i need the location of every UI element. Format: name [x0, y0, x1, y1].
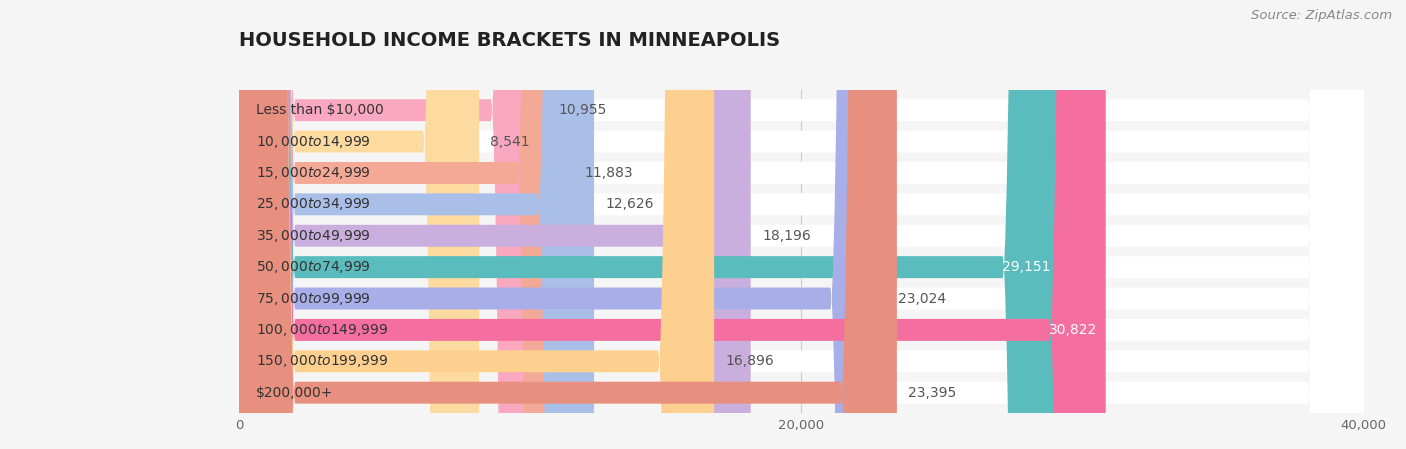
Text: $50,000 to $74,999: $50,000 to $74,999 [256, 259, 371, 275]
FancyBboxPatch shape [239, 0, 1364, 449]
FancyBboxPatch shape [239, 0, 1364, 449]
Text: Source: ZipAtlas.com: Source: ZipAtlas.com [1251, 9, 1392, 22]
Text: 8,541: 8,541 [491, 135, 530, 149]
FancyBboxPatch shape [239, 0, 1364, 449]
Text: 11,883: 11,883 [585, 166, 633, 180]
FancyBboxPatch shape [239, 0, 479, 449]
Text: $75,000 to $99,999: $75,000 to $99,999 [256, 291, 371, 307]
Text: $10,000 to $14,999: $10,000 to $14,999 [256, 134, 371, 150]
FancyBboxPatch shape [239, 0, 1059, 449]
FancyBboxPatch shape [239, 0, 1364, 449]
FancyBboxPatch shape [239, 0, 714, 449]
Text: HOUSEHOLD INCOME BRACKETS IN MINNEAPOLIS: HOUSEHOLD INCOME BRACKETS IN MINNEAPOLIS [239, 31, 780, 50]
FancyBboxPatch shape [239, 0, 1364, 449]
Text: $25,000 to $34,999: $25,000 to $34,999 [256, 196, 371, 212]
Text: 10,955: 10,955 [558, 103, 607, 117]
FancyBboxPatch shape [239, 0, 886, 449]
Text: $150,000 to $199,999: $150,000 to $199,999 [256, 353, 388, 369]
Text: 23,024: 23,024 [897, 291, 946, 305]
FancyBboxPatch shape [239, 0, 1364, 449]
Text: 29,151: 29,151 [1002, 260, 1050, 274]
FancyBboxPatch shape [239, 0, 751, 449]
FancyBboxPatch shape [239, 0, 897, 449]
Text: 12,626: 12,626 [606, 198, 654, 211]
Text: 18,196: 18,196 [762, 229, 811, 243]
FancyBboxPatch shape [239, 0, 1364, 449]
Text: $200,000+: $200,000+ [256, 386, 333, 400]
Text: $15,000 to $24,999: $15,000 to $24,999 [256, 165, 371, 181]
Text: $100,000 to $149,999: $100,000 to $149,999 [256, 322, 388, 338]
Text: 30,822: 30,822 [1049, 323, 1097, 337]
FancyBboxPatch shape [239, 0, 1364, 449]
Text: $35,000 to $49,999: $35,000 to $49,999 [256, 228, 371, 244]
Text: Less than $10,000: Less than $10,000 [256, 103, 384, 117]
FancyBboxPatch shape [239, 0, 574, 449]
FancyBboxPatch shape [239, 0, 595, 449]
Text: 23,395: 23,395 [908, 386, 956, 400]
FancyBboxPatch shape [239, 0, 1364, 449]
FancyBboxPatch shape [239, 0, 1105, 449]
FancyBboxPatch shape [239, 0, 1364, 449]
FancyBboxPatch shape [239, 0, 547, 449]
Text: 16,896: 16,896 [725, 354, 775, 368]
